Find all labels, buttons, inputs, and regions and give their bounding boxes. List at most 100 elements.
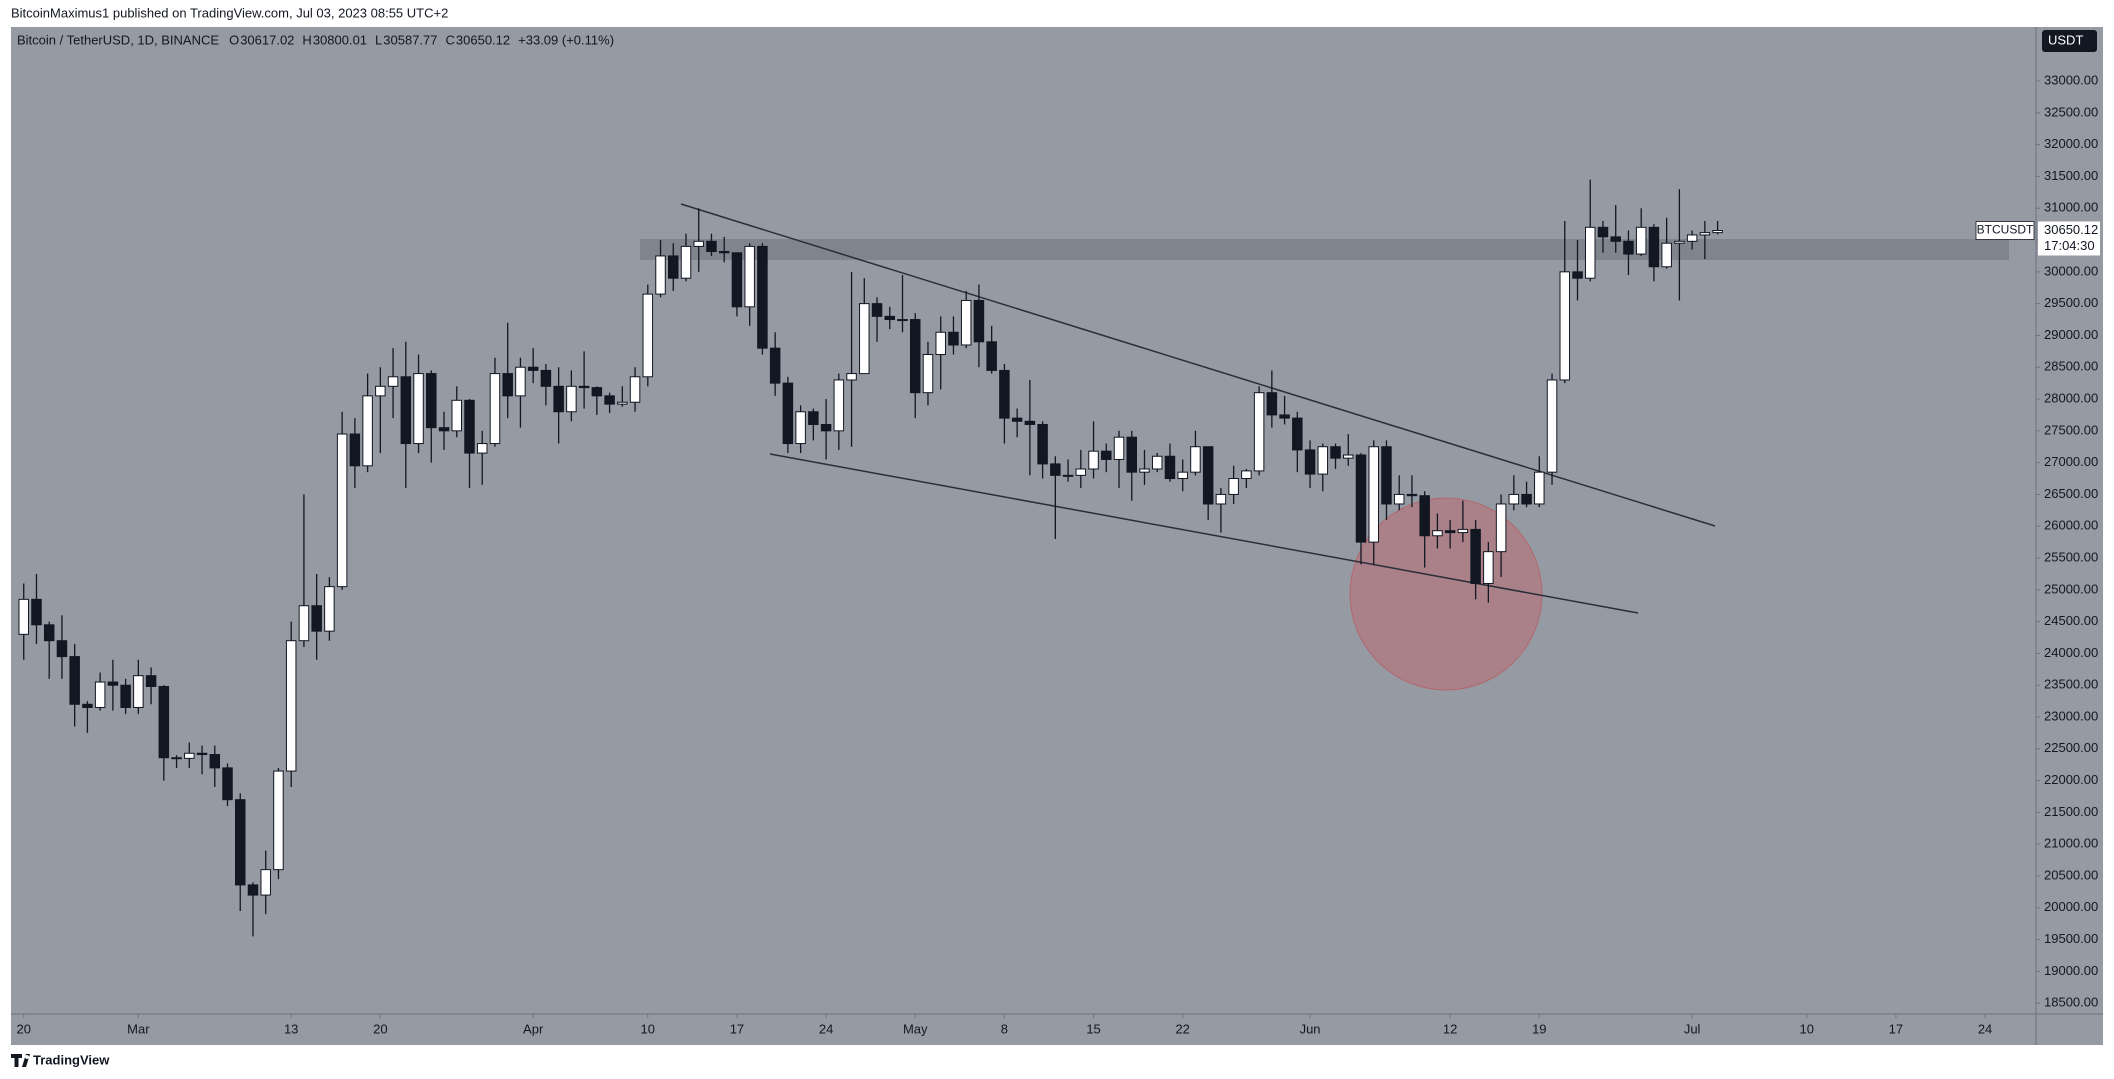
x-tick-label: May [903, 1021, 928, 1036]
candle-body [1126, 436, 1138, 473]
candle-body [986, 341, 997, 371]
x-tick-label: 19 [1532, 1021, 1546, 1036]
legend-field-value: 30587.77 [383, 32, 437, 47]
candle-body [1661, 242, 1672, 268]
y-tick-label: 23500.00 [2044, 677, 2098, 692]
candle-body [1406, 493, 1418, 497]
candle-body [1050, 463, 1061, 476]
candle-body [1075, 468, 1087, 476]
candle-body [591, 387, 603, 397]
x-tick-label: Jul [1684, 1021, 1701, 1036]
candle-body [1279, 414, 1290, 419]
currency-button[interactable] [2042, 30, 2097, 52]
x-tick-label: 13 [284, 1021, 298, 1036]
candle-body [1495, 503, 1507, 553]
candle-body [1584, 226, 1596, 279]
x-tick-label: 24 [819, 1021, 833, 1036]
candle-body [145, 675, 157, 687]
footer-brand: TradingView [33, 1052, 110, 1067]
x-tick-label: 8 [1001, 1021, 1008, 1036]
candle-body [1241, 470, 1252, 480]
candle-body [527, 366, 539, 371]
x-tick-label: Jun [1300, 1021, 1321, 1036]
candle-body [1011, 417, 1023, 422]
candle-body [655, 255, 666, 295]
candle-body [617, 401, 628, 405]
candle-body [502, 373, 513, 397]
candle-body [718, 250, 730, 254]
candle-body [107, 681, 119, 686]
y-tick-label: 31500.00 [2044, 168, 2098, 183]
legend-change: +33.09 (+0.11%) [518, 32, 614, 47]
candle-body [171, 757, 182, 760]
legend-field-value: 30650.12 [456, 32, 510, 47]
candle-body [820, 423, 832, 432]
candle-body [298, 605, 310, 642]
y-tick-label: 19000.00 [2044, 963, 2098, 978]
candle-body [769, 347, 781, 384]
current-price: 30650.12 [2044, 222, 2098, 237]
x-tick-label: 20 [373, 1021, 387, 1036]
x-tick-label: 22 [1175, 1021, 1189, 1036]
candle-body [935, 331, 946, 356]
chart-background [11, 27, 2103, 1045]
candle-body [1151, 455, 1163, 470]
candle-body [922, 354, 934, 394]
candle-body [1266, 392, 1278, 416]
publisher-line: BitcoinMaximus1 published on TradingView… [11, 5, 448, 20]
x-tick-label: 12 [1443, 1021, 1457, 1036]
candle-body [1177, 471, 1188, 480]
x-tick-label: 20 [17, 1021, 31, 1036]
candle-body [1712, 229, 1723, 234]
candle-body [1317, 446, 1329, 475]
y-tick-label: 29500.00 [2044, 295, 2098, 310]
candle-body [1457, 528, 1469, 534]
candle-body [795, 411, 806, 445]
candle-body [1635, 226, 1647, 255]
y-tick-label: 22000.00 [2044, 772, 2098, 787]
countdown: 17:04:30 [2044, 238, 2095, 253]
candle-body [1623, 240, 1634, 255]
y-tick-label: 32500.00 [2044, 104, 2098, 119]
candle-body [540, 369, 552, 387]
candle-body [1546, 379, 1558, 473]
legend-field-label: C [446, 32, 455, 47]
candle-body [999, 369, 1010, 419]
y-tick-label: 27500.00 [2044, 422, 2098, 437]
candle-body [1648, 226, 1660, 268]
candle-body [413, 373, 424, 445]
y-tick-label: 20500.00 [2044, 867, 2098, 882]
y-tick-label: 20000.00 [2044, 899, 2098, 914]
footer-logo: TradingView [11, 1052, 110, 1067]
price-box [2038, 221, 2100, 256]
y-tick-label: 29000.00 [2044, 327, 2098, 342]
candle-body [1253, 392, 1265, 472]
candle-body [706, 240, 717, 252]
candle-body [680, 245, 692, 279]
y-tick-label: 21500.00 [2044, 804, 2098, 819]
candle-body [668, 255, 679, 279]
candle-body [362, 395, 373, 467]
candle-body [426, 373, 437, 429]
candle-body [833, 379, 845, 432]
y-tick-label: 33000.00 [2044, 72, 2098, 87]
candle-body [1483, 551, 1494, 584]
y-tick-label: 30000.00 [2044, 263, 2098, 278]
candle-body [1139, 468, 1150, 473]
candle-body [731, 252, 743, 308]
candle-body [1343, 454, 1354, 459]
legend: Bitcoin / TetherUSD, 1D, BINANCE O 30617.… [17, 32, 614, 47]
candle-body [871, 303, 883, 317]
logo-icon [11, 1054, 30, 1067]
currency-label[interactable]: USDT [2048, 32, 2083, 47]
candle-body [247, 884, 259, 896]
candle-body [1572, 271, 1583, 279]
candle-body [693, 240, 704, 247]
symbol-tag: BTCUSDT [1977, 223, 2034, 237]
candle-body [43, 624, 55, 642]
candle-body [1190, 446, 1201, 473]
x-tick-label: 10 [641, 1021, 655, 1036]
candle-body [184, 752, 195, 759]
symbol-tag-box [1975, 221, 2035, 240]
